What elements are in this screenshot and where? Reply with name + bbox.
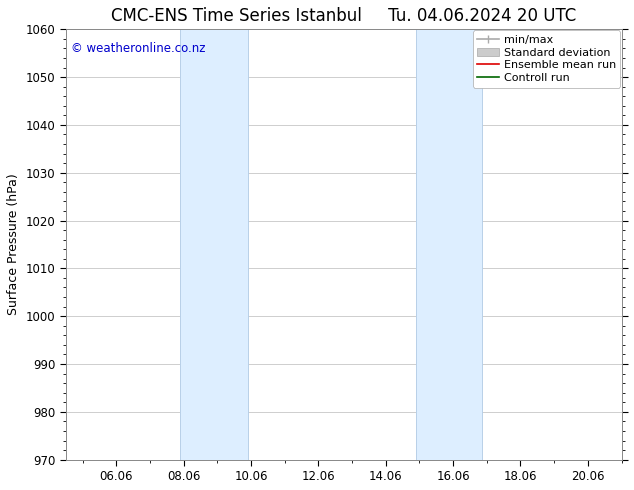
- Legend: min/max, Standard deviation, Ensemble mean run, Controll run: min/max, Standard deviation, Ensemble me…: [472, 30, 621, 88]
- Title: CMC-ENS Time Series Istanbul     Tu. 04.06.2024 20 UTC: CMC-ENS Time Series Istanbul Tu. 04.06.2…: [111, 7, 576, 25]
- Y-axis label: Surface Pressure (hPa): Surface Pressure (hPa): [7, 173, 20, 316]
- Bar: [416, 29, 482, 460]
- Text: © weatheronline.co.nz: © weatheronline.co.nz: [71, 42, 205, 55]
- Bar: [180, 29, 247, 460]
